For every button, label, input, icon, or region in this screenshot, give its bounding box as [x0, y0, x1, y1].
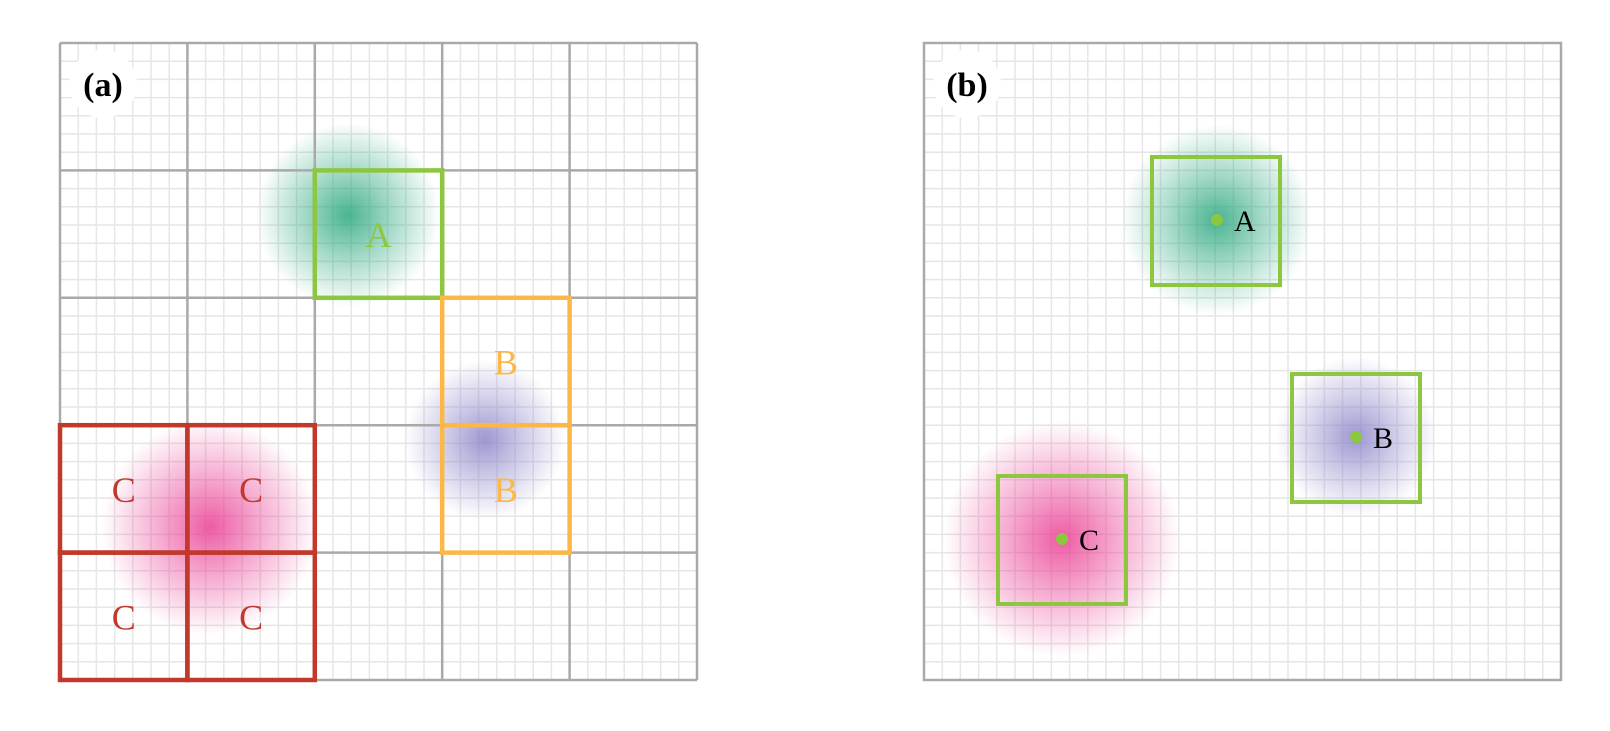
panel-b-bounding-boxes	[996, 155, 1422, 606]
cell-c-label: C	[112, 597, 136, 637]
cell-c-label: C	[239, 597, 263, 637]
center-point-a	[1211, 214, 1223, 226]
panel-b-center-points: A B C	[1056, 205, 1393, 557]
cell-c-label: C	[239, 470, 263, 510]
object-label-c: C	[1079, 524, 1099, 557]
bounding-box-a	[1150, 155, 1282, 287]
cell-c-box	[185, 550, 318, 683]
blob-c	[102, 419, 318, 635]
blob-a	[256, 123, 440, 307]
panel-b-label: (b)	[946, 67, 988, 104]
cell-b-box	[439, 422, 572, 555]
object-label-a: A	[1234, 205, 1256, 238]
blob-b	[405, 360, 565, 520]
panel-a-label-backdrop	[69, 50, 137, 118]
object-label-b: B	[1373, 422, 1393, 455]
bounding-box-c	[996, 474, 1128, 606]
panel-a-cell-labels: A B B C C C C	[112, 215, 518, 637]
panel-a-assigned-cells	[57, 168, 572, 683]
cell-b-label: B	[494, 343, 518, 383]
center-point-b	[1350, 431, 1362, 443]
panel-b-label-backdrop	[933, 50, 1001, 118]
bounding-box-b	[1290, 372, 1422, 504]
center-point-c	[1056, 533, 1068, 545]
cell-a-label: A	[366, 215, 392, 255]
cell-c-label: C	[112, 470, 136, 510]
cell-b-label: B	[494, 470, 518, 510]
panel-b-border	[922, 41, 1563, 682]
panel-a: A B B C C C C (a)	[57, 41, 699, 683]
cell-a-box	[312, 168, 445, 301]
panel-a-label: (a)	[83, 67, 123, 104]
panel-b: A B C (b)	[922, 41, 1563, 682]
